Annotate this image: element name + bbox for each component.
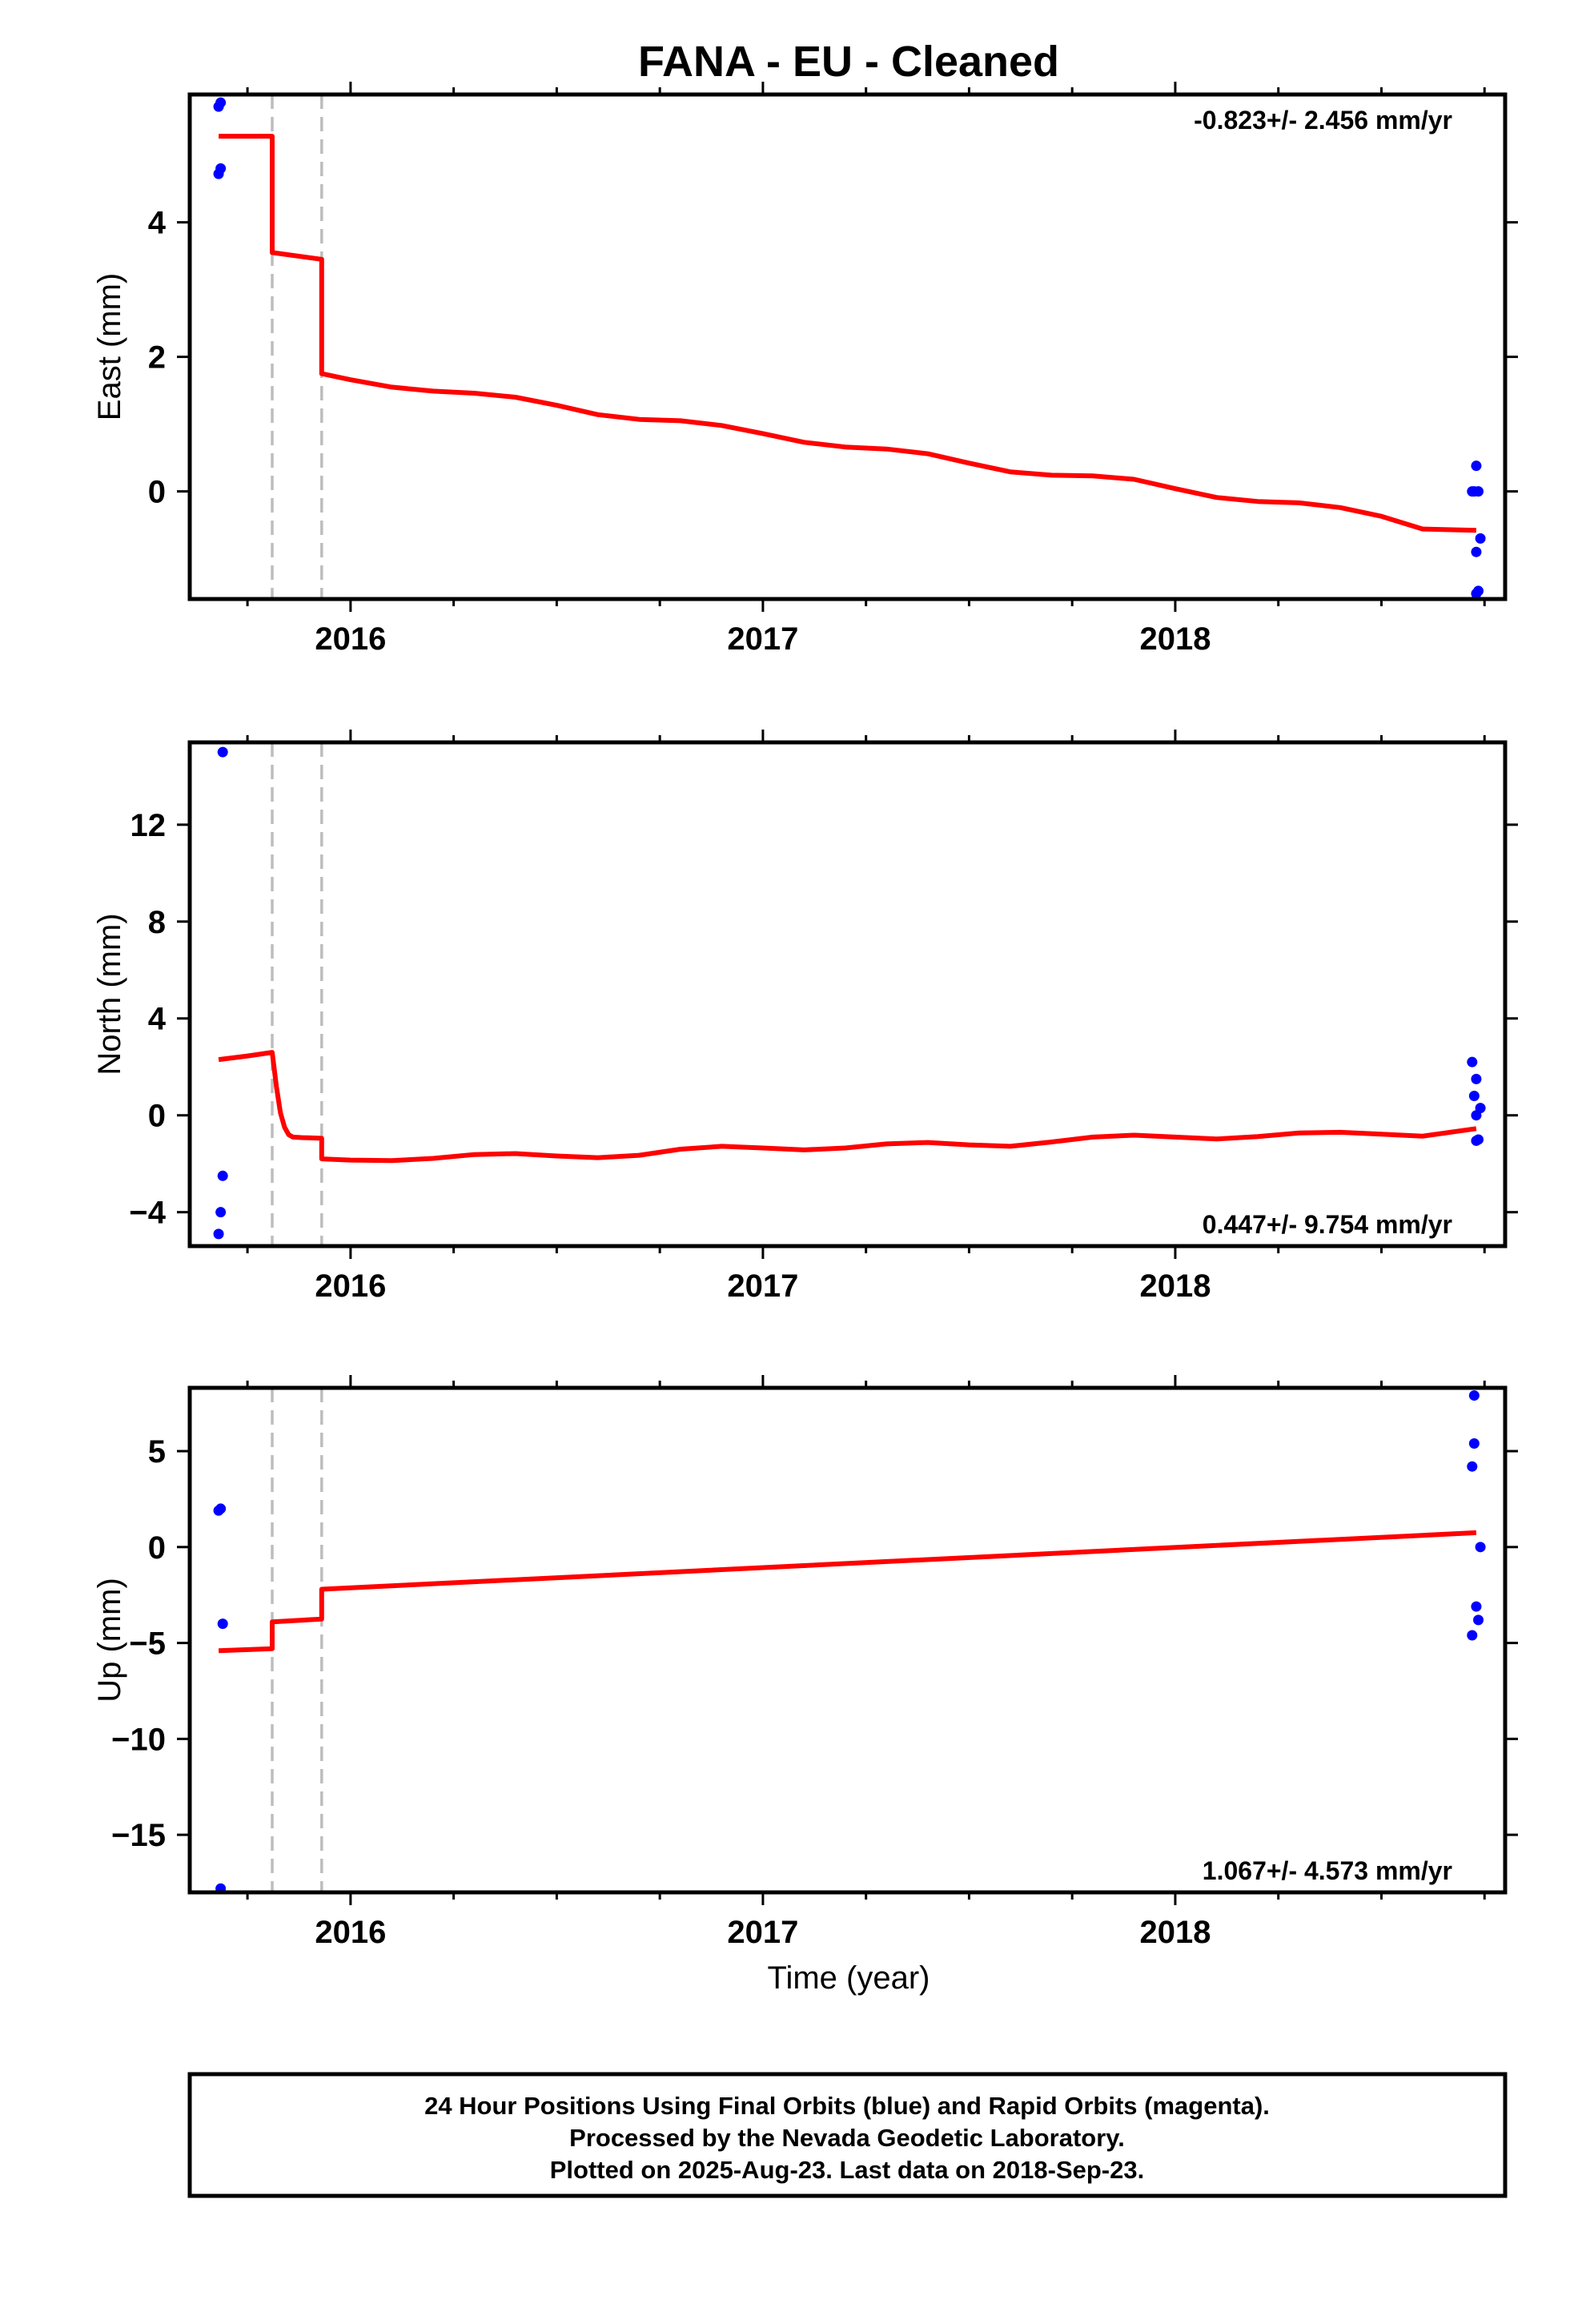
y-tick-label: 12 [130,808,167,843]
y-tick-label: −5 [129,1626,166,1662]
y-axis-label: North (mm) [92,913,127,1075]
y-tick-label: 0 [148,1530,166,1566]
data-point [1468,1091,1480,1102]
y-axis-label: East (mm) [92,273,127,420]
chart-title: FANA - EU - Cleaned [638,38,1059,86]
data-point [1467,1630,1478,1641]
data-point [215,1883,227,1892]
y-tick-label: −10 [111,1722,166,1757]
x-axis-label: Time (year) [768,1960,930,1996]
y-tick-label: −4 [129,1196,166,1231]
footer-line-3: Plotted on 2025-Aug-23. Last data on 201… [550,2156,1144,2184]
data-point [1467,1461,1478,1472]
data-point [1475,1542,1486,1553]
x-tick-label: 2017 [727,621,798,657]
data-point [217,1618,228,1630]
data-point [1468,1390,1480,1401]
panel-east: 2016 2017 2018 0 2 4 East (mm) -0.823+/- 2.456 … [92,82,1518,657]
rate-label: 1.067+/- 4.573 mm/yr [1203,1856,1452,1885]
y-tick-label: 0 [148,475,166,510]
y-tick-label: 4 [148,1002,167,1037]
x-tick-label: 2016 [315,1269,386,1304]
data-point [215,163,227,174]
y-tick-label: 2 [148,340,166,376]
rate-label: 0.447+/- 9.754 mm/yr [1203,1210,1452,1239]
x-tick-label: 2018 [1139,1269,1211,1304]
rate-label: -0.823+/- 2.456 mm/yr [1194,106,1452,135]
data-point [217,746,228,758]
y-tick-label: 0 [148,1099,166,1134]
x-tick-label: 2018 [1139,1915,1211,1950]
y-tick-label: 5 [148,1434,166,1470]
footer-box: 24 Hour Positions Using Final Orbits (bl… [187,2072,1508,2198]
panel-up: 2016 2017 2018 −15 −10 −5 0 5 Up (mm) 1.067+/- 4.… [92,1375,1518,1950]
data-point [215,1503,227,1514]
data-point [1471,546,1482,557]
panel-frame [187,92,1508,601]
footer-line-1: 24 Hour Positions Using Final Orbits (bl… [424,2092,1270,2120]
data-point [215,1207,227,1218]
panels: 2016 2017 2018 0 2 4 East (mm) -0.823+/- 2.456 … [92,82,1518,1950]
x-tick-label: 2017 [727,1269,798,1304]
x-tick-label: 2018 [1139,621,1211,657]
data-point [213,1228,224,1240]
data-point [1473,486,1484,497]
y-tick-label: 8 [148,905,166,940]
data-point [1473,1614,1484,1626]
model-line [218,1530,1477,1654]
data-point [1468,1437,1480,1449]
panel-north: 2016 2017 2018 −4 0 4 8 12 North (mm) 0.447+/- 9.… [92,730,1518,1304]
panel-frame [187,1385,1508,1895]
data-point [1471,1135,1482,1146]
data-point [1471,1073,1482,1084]
y-tick-label: 4 [148,206,167,241]
data-point [1471,1601,1482,1612]
data-point [1475,533,1486,544]
panel-frame [187,740,1508,1248]
data-point [1471,588,1482,599]
footer-line-2: Processed by the Nevada Geodetic Laborat… [569,2124,1125,2152]
data-point [217,1170,228,1181]
model-line [218,1050,1477,1164]
data-point [1467,1056,1478,1068]
y-tick-label: −15 [111,1818,166,1853]
x-tick-label: 2016 [315,1915,386,1950]
x-tick-label: 2016 [315,621,386,657]
data-point [215,97,227,108]
y-axis-label: Up (mm) [92,1578,127,1703]
data-point [1471,460,1482,472]
data-point [1471,1110,1482,1121]
x-tick-label: 2017 [727,1915,798,1950]
model-line [219,134,1476,533]
